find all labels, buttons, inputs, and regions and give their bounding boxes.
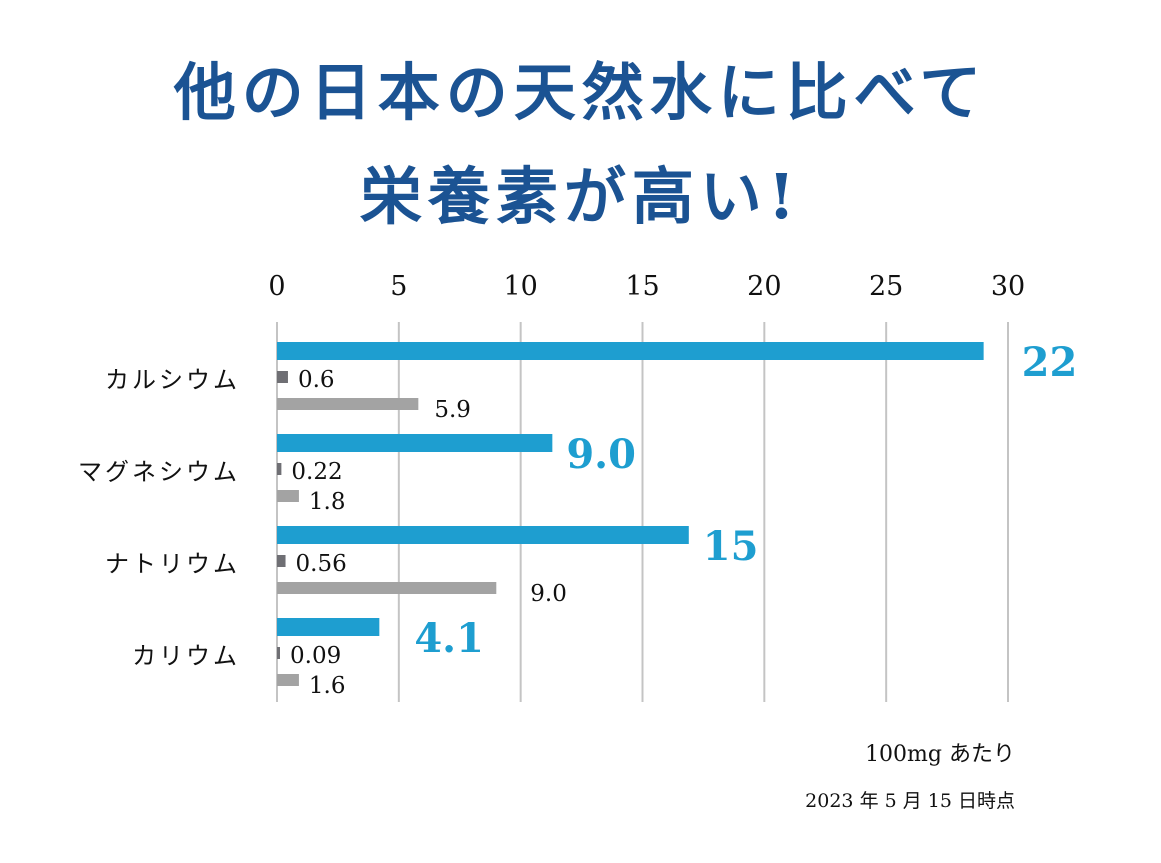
category-label: カルシウム: [105, 366, 240, 394]
bar-light: [277, 398, 419, 410]
x-tick-label: 10: [503, 271, 537, 302]
bar-main: [277, 618, 380, 636]
x-tick-label: 0: [268, 271, 285, 302]
title-line-1: 他の日本の天然水に比べて: [173, 56, 988, 129]
data-label-main: 4.1: [414, 615, 484, 662]
bar-light: [277, 582, 497, 594]
data-label-dark: 0.6: [298, 367, 335, 393]
data-label-light: 1.8: [309, 489, 346, 515]
title-line-2: 栄養素が高い!: [359, 160, 802, 233]
bar-dark: [277, 555, 286, 567]
x-tick-label: 30: [991, 271, 1025, 302]
data-label-main: 22: [1022, 339, 1078, 386]
category-label: マグネシウム: [78, 458, 240, 486]
x-tick-label: 5: [390, 271, 407, 302]
data-label-light: 9.0: [530, 581, 567, 607]
bar-main: [277, 434, 553, 452]
data-label-main: 9.0: [566, 431, 636, 478]
x-tick-label: 15: [625, 271, 659, 302]
date-note: 2023 年 5 月 15 日時点: [805, 790, 1015, 812]
x-tick-label: 25: [869, 271, 903, 302]
x-axis-ticks: 0 5 10 15 20 25 30: [268, 271, 1025, 302]
category-label: カリウム: [132, 642, 240, 670]
data-labels: 22 0.6 5.9 9.0 0.22 1.8 15 0.56 9.0 4.1 0.09 1.6: [290, 339, 1077, 699]
data-label-light: 1.6: [309, 673, 346, 699]
bar-main: [277, 342, 984, 360]
data-label-dark: 0.56: [296, 551, 347, 577]
bar-dark: [277, 463, 282, 475]
gridlines: [276, 322, 1009, 702]
bars: [277, 342, 984, 686]
data-label-dark: 0.09: [290, 643, 341, 669]
bar-light: [277, 490, 299, 502]
data-label-light: 5.9: [434, 397, 471, 423]
data-label-main: 15: [703, 523, 759, 570]
x-tick-label: 20: [747, 271, 781, 302]
data-label-dark: 0.22: [291, 459, 342, 485]
bar-main: [277, 526, 689, 544]
unit-note: 100mg あたり: [865, 742, 1015, 767]
bar-dark: [277, 371, 288, 383]
bar-light: [277, 674, 299, 686]
category-label: ナトリウム: [105, 550, 240, 578]
bar-dark: [277, 647, 280, 659]
